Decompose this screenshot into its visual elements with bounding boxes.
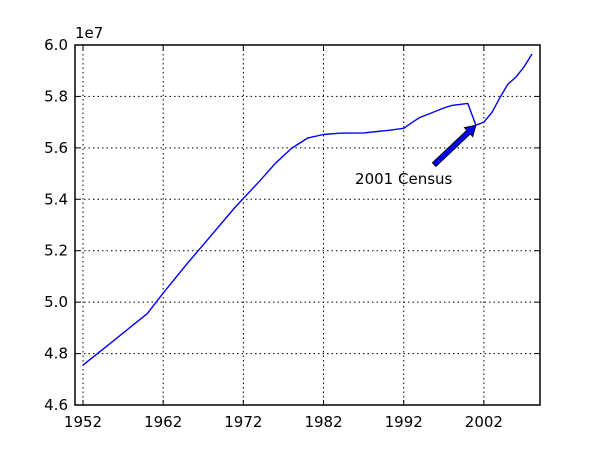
y-tick-label: 6.0 (44, 36, 68, 54)
y-tick-label: 5.0 (44, 293, 68, 311)
y-tick-label: 5.6 (44, 139, 68, 157)
x-tick-label: 1962 (144, 413, 182, 431)
axis-ticks: 1952 1962 1972 1982 1992 2002 4.6 4.8 5.0 5.2 5.4 5… (44, 36, 540, 431)
x-tick-label: 2002 (465, 413, 503, 431)
grid-lines (75, 44, 540, 406)
y-tick-label: 4.8 (44, 345, 68, 363)
y-tick-label: 4.6 (44, 396, 68, 414)
y-axis-offset-label: 1e7 (75, 24, 103, 42)
y-tick-label: 5.8 (44, 87, 68, 105)
x-tick-label: 1992 (385, 413, 423, 431)
series-layer (82, 53, 533, 366)
population-series-line (82, 53, 533, 366)
y-tick-label: 5.4 (44, 190, 68, 208)
annotation-layer: 2001 Census (355, 124, 477, 188)
x-tick-label: 1972 (224, 413, 262, 431)
census-annotation-label: 2001 Census (355, 170, 452, 188)
census-annotation-arrow (431, 124, 477, 168)
x-tick-label: 1982 (304, 413, 342, 431)
x-tick-label: 1952 (64, 413, 102, 431)
plot-area-frame (74, 44, 541, 406)
y-tick-label: 5.2 (44, 242, 68, 260)
